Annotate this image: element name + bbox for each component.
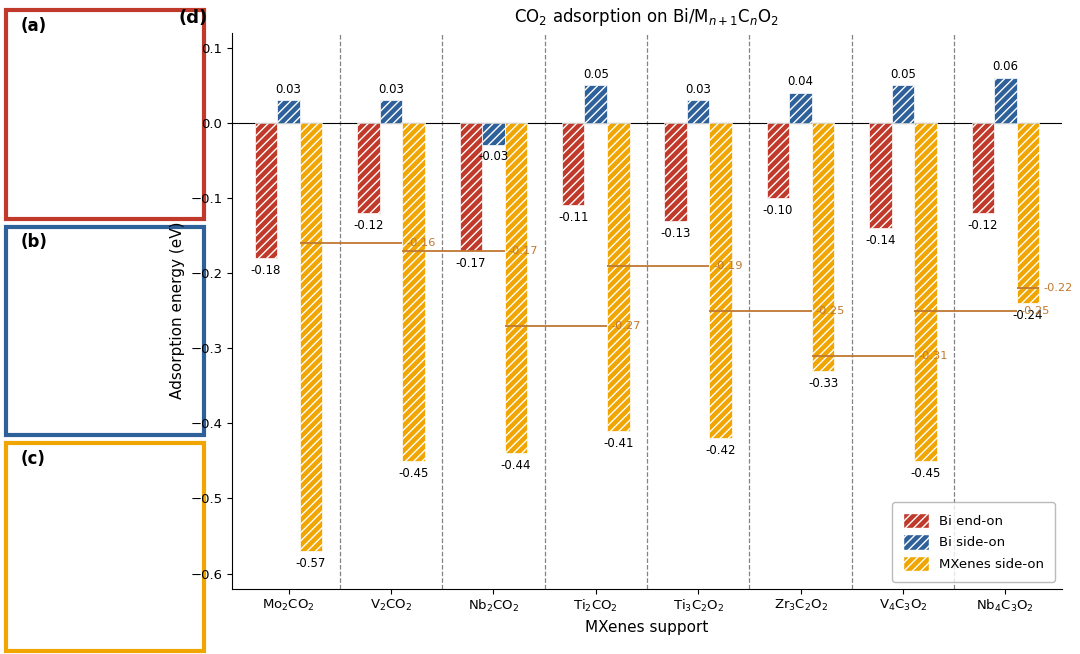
Bar [278,100,300,123]
Text: -0.17: -0.17 [456,256,486,269]
Text: 0.03: 0.03 [378,83,404,95]
Text: -0.12: -0.12 [968,219,998,232]
Text: -0.17: -0.17 [509,245,538,256]
Text: (d): (d) [178,9,207,27]
Bar [459,123,482,250]
Text: -0.31: -0.31 [918,351,948,361]
Bar [812,123,835,371]
Bar [892,85,914,123]
Text: 0.03: 0.03 [275,83,301,95]
Legend: Bi end-on, Bi side-on, MXenes side-on: Bi end-on, Bi side-on, MXenes side-on [892,502,1055,582]
Text: -0.12: -0.12 [353,219,383,232]
Bar [562,123,584,205]
Bar [914,123,936,461]
Text: -0.16: -0.16 [406,238,435,248]
Text: -0.03: -0.03 [478,150,509,163]
Text: -0.25: -0.25 [815,305,846,316]
Text: 0.05: 0.05 [890,68,916,81]
Text: -0.44: -0.44 [501,459,531,472]
Bar [1016,123,1039,303]
Bar [607,123,630,431]
Text: -0.22: -0.22 [1043,283,1072,293]
Bar [687,100,710,123]
Bar [972,123,994,213]
Bar [255,123,278,258]
Text: (b): (b) [22,233,48,251]
Bar [869,123,892,228]
Text: -0.13: -0.13 [660,226,691,239]
Text: 0.05: 0.05 [583,68,609,81]
Text: -0.10: -0.10 [762,204,793,217]
Bar [767,123,789,198]
Text: -0.18: -0.18 [251,264,281,277]
Text: (c): (c) [22,449,46,468]
X-axis label: MXenes support: MXenes support [585,620,708,635]
Text: -0.41: -0.41 [603,437,634,450]
Bar [380,100,402,123]
FancyBboxPatch shape [6,443,204,651]
Text: -0.14: -0.14 [865,234,895,247]
Y-axis label: Adsorption energy (eV): Adsorption energy (eV) [170,222,185,400]
Bar [300,123,322,551]
Bar [710,123,732,438]
Bar [994,78,1016,123]
FancyBboxPatch shape [6,227,204,435]
Text: -0.33: -0.33 [808,377,838,390]
Text: -0.25: -0.25 [1021,305,1050,316]
Text: -0.57: -0.57 [296,557,326,570]
Bar [402,123,424,461]
Text: 0.03: 0.03 [685,83,711,95]
Title: CO$_2$ adsorption on Bi/M$_{n+1}$C$_n$O$_2$: CO$_2$ adsorption on Bi/M$_{n+1}$C$_n$O$… [514,6,780,27]
Bar [357,123,380,213]
Bar [482,123,504,145]
Text: 0.06: 0.06 [993,60,1018,73]
Text: -0.45: -0.45 [910,467,941,480]
Bar [789,93,812,123]
Text: -0.42: -0.42 [705,444,735,457]
Text: -0.24: -0.24 [1013,309,1043,322]
Bar [664,123,687,220]
Text: -0.27: -0.27 [611,320,640,331]
Text: -0.11: -0.11 [558,211,589,224]
Bar [504,123,527,453]
Text: 0.04: 0.04 [787,75,813,88]
Text: (a): (a) [22,17,48,35]
Text: -0.19: -0.19 [714,260,743,271]
Text: -0.45: -0.45 [399,467,429,480]
FancyBboxPatch shape [6,10,204,219]
Bar [584,85,607,123]
